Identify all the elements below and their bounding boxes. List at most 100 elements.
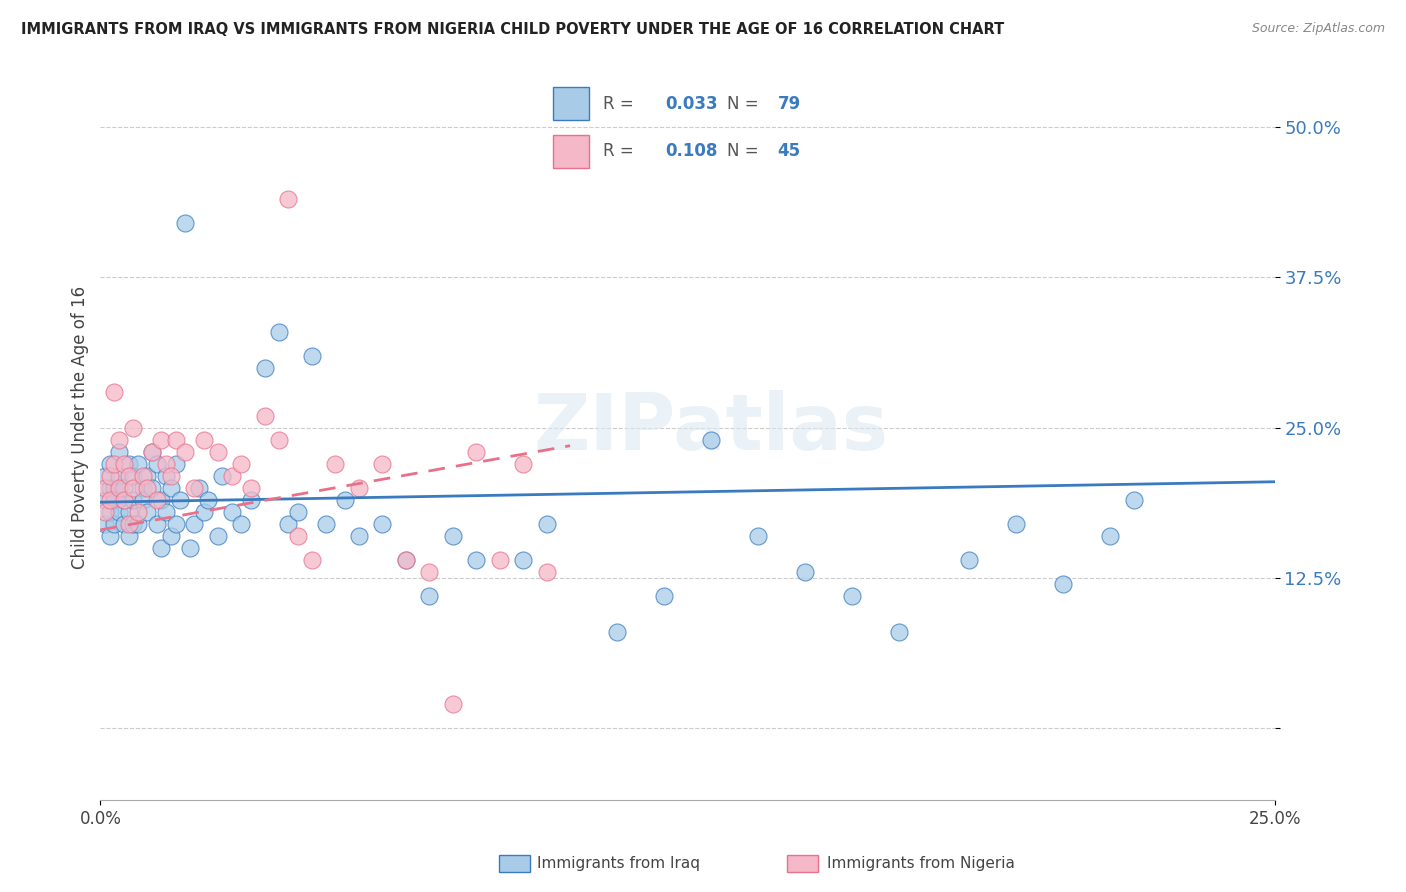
- Point: [207, 529, 229, 543]
- Point: [117, 457, 139, 471]
- Point: [150, 433, 173, 447]
- Point: [165, 516, 187, 531]
- Point: [347, 481, 370, 495]
- Point: [122, 492, 145, 507]
- Point: [122, 516, 145, 531]
- Point: [98, 457, 121, 471]
- Point: [108, 468, 131, 483]
- Point: [122, 468, 145, 483]
- Text: ZIPatlas: ZIPatlas: [533, 390, 889, 466]
- Point: [957, 553, 980, 567]
- Point: [136, 468, 159, 483]
- Point: [441, 529, 464, 543]
- Point: [94, 468, 117, 483]
- Point: [536, 565, 558, 579]
- FancyBboxPatch shape: [553, 136, 589, 168]
- Point: [174, 444, 197, 458]
- Point: [108, 505, 131, 519]
- Point: [103, 457, 125, 471]
- Text: R =: R =: [603, 95, 640, 112]
- Point: [103, 516, 125, 531]
- Point: [239, 492, 262, 507]
- Point: [287, 505, 309, 519]
- Point: [465, 553, 488, 567]
- Point: [441, 697, 464, 711]
- Point: [127, 457, 149, 471]
- Point: [221, 468, 243, 483]
- Point: [112, 457, 135, 471]
- Text: Source: ZipAtlas.com: Source: ZipAtlas.com: [1251, 22, 1385, 36]
- Point: [1099, 529, 1122, 543]
- Point: [207, 444, 229, 458]
- Text: IMMIGRANTS FROM IRAQ VS IMMIGRANTS FROM NIGERIA CHILD POVERTY UNDER THE AGE OF 1: IMMIGRANTS FROM IRAQ VS IMMIGRANTS FROM …: [21, 22, 1004, 37]
- Point: [155, 505, 177, 519]
- Point: [333, 492, 356, 507]
- Point: [512, 553, 534, 567]
- Point: [174, 216, 197, 230]
- Point: [127, 505, 149, 519]
- Point: [277, 192, 299, 206]
- Point: [193, 433, 215, 447]
- Text: 45: 45: [778, 142, 800, 160]
- Point: [122, 481, 145, 495]
- Point: [112, 492, 135, 507]
- Point: [131, 468, 153, 483]
- Point: [94, 516, 117, 531]
- Point: [159, 468, 181, 483]
- Point: [253, 409, 276, 423]
- Point: [108, 444, 131, 458]
- Text: Immigrants from Iraq: Immigrants from Iraq: [537, 856, 700, 871]
- Point: [606, 624, 628, 639]
- Point: [165, 457, 187, 471]
- Point: [108, 481, 131, 495]
- Point: [277, 516, 299, 531]
- Y-axis label: Child Poverty Under the Age of 16: Child Poverty Under the Age of 16: [72, 286, 89, 569]
- Point: [94, 492, 117, 507]
- Point: [98, 468, 121, 483]
- Point: [536, 516, 558, 531]
- Text: N =: N =: [727, 142, 763, 160]
- Point: [150, 541, 173, 555]
- Point: [1122, 492, 1144, 507]
- Point: [103, 481, 125, 495]
- Point: [117, 505, 139, 519]
- Text: R =: R =: [603, 142, 640, 160]
- Point: [155, 468, 177, 483]
- Text: 79: 79: [778, 95, 801, 112]
- Point: [267, 325, 290, 339]
- Point: [347, 529, 370, 543]
- Point: [112, 492, 135, 507]
- Point: [323, 457, 346, 471]
- Point: [418, 565, 440, 579]
- Text: 0.108: 0.108: [665, 142, 717, 160]
- Point: [700, 433, 723, 447]
- Point: [141, 481, 163, 495]
- Point: [127, 516, 149, 531]
- Point: [98, 492, 121, 507]
- Point: [239, 481, 262, 495]
- Point: [395, 553, 418, 567]
- Point: [188, 481, 211, 495]
- Point: [395, 553, 418, 567]
- Point: [267, 433, 290, 447]
- Point: [103, 492, 125, 507]
- Point: [112, 516, 135, 531]
- Point: [183, 516, 205, 531]
- Point: [169, 492, 191, 507]
- Point: [122, 420, 145, 434]
- Point: [98, 529, 121, 543]
- Point: [155, 457, 177, 471]
- Point: [98, 505, 121, 519]
- Point: [1005, 516, 1028, 531]
- Point: [103, 384, 125, 399]
- Point: [197, 492, 219, 507]
- Point: [131, 492, 153, 507]
- Point: [179, 541, 201, 555]
- Point: [488, 553, 510, 567]
- Point: [747, 529, 769, 543]
- Point: [108, 433, 131, 447]
- Point: [794, 565, 817, 579]
- Point: [652, 589, 675, 603]
- Text: N =: N =: [727, 95, 763, 112]
- Point: [253, 360, 276, 375]
